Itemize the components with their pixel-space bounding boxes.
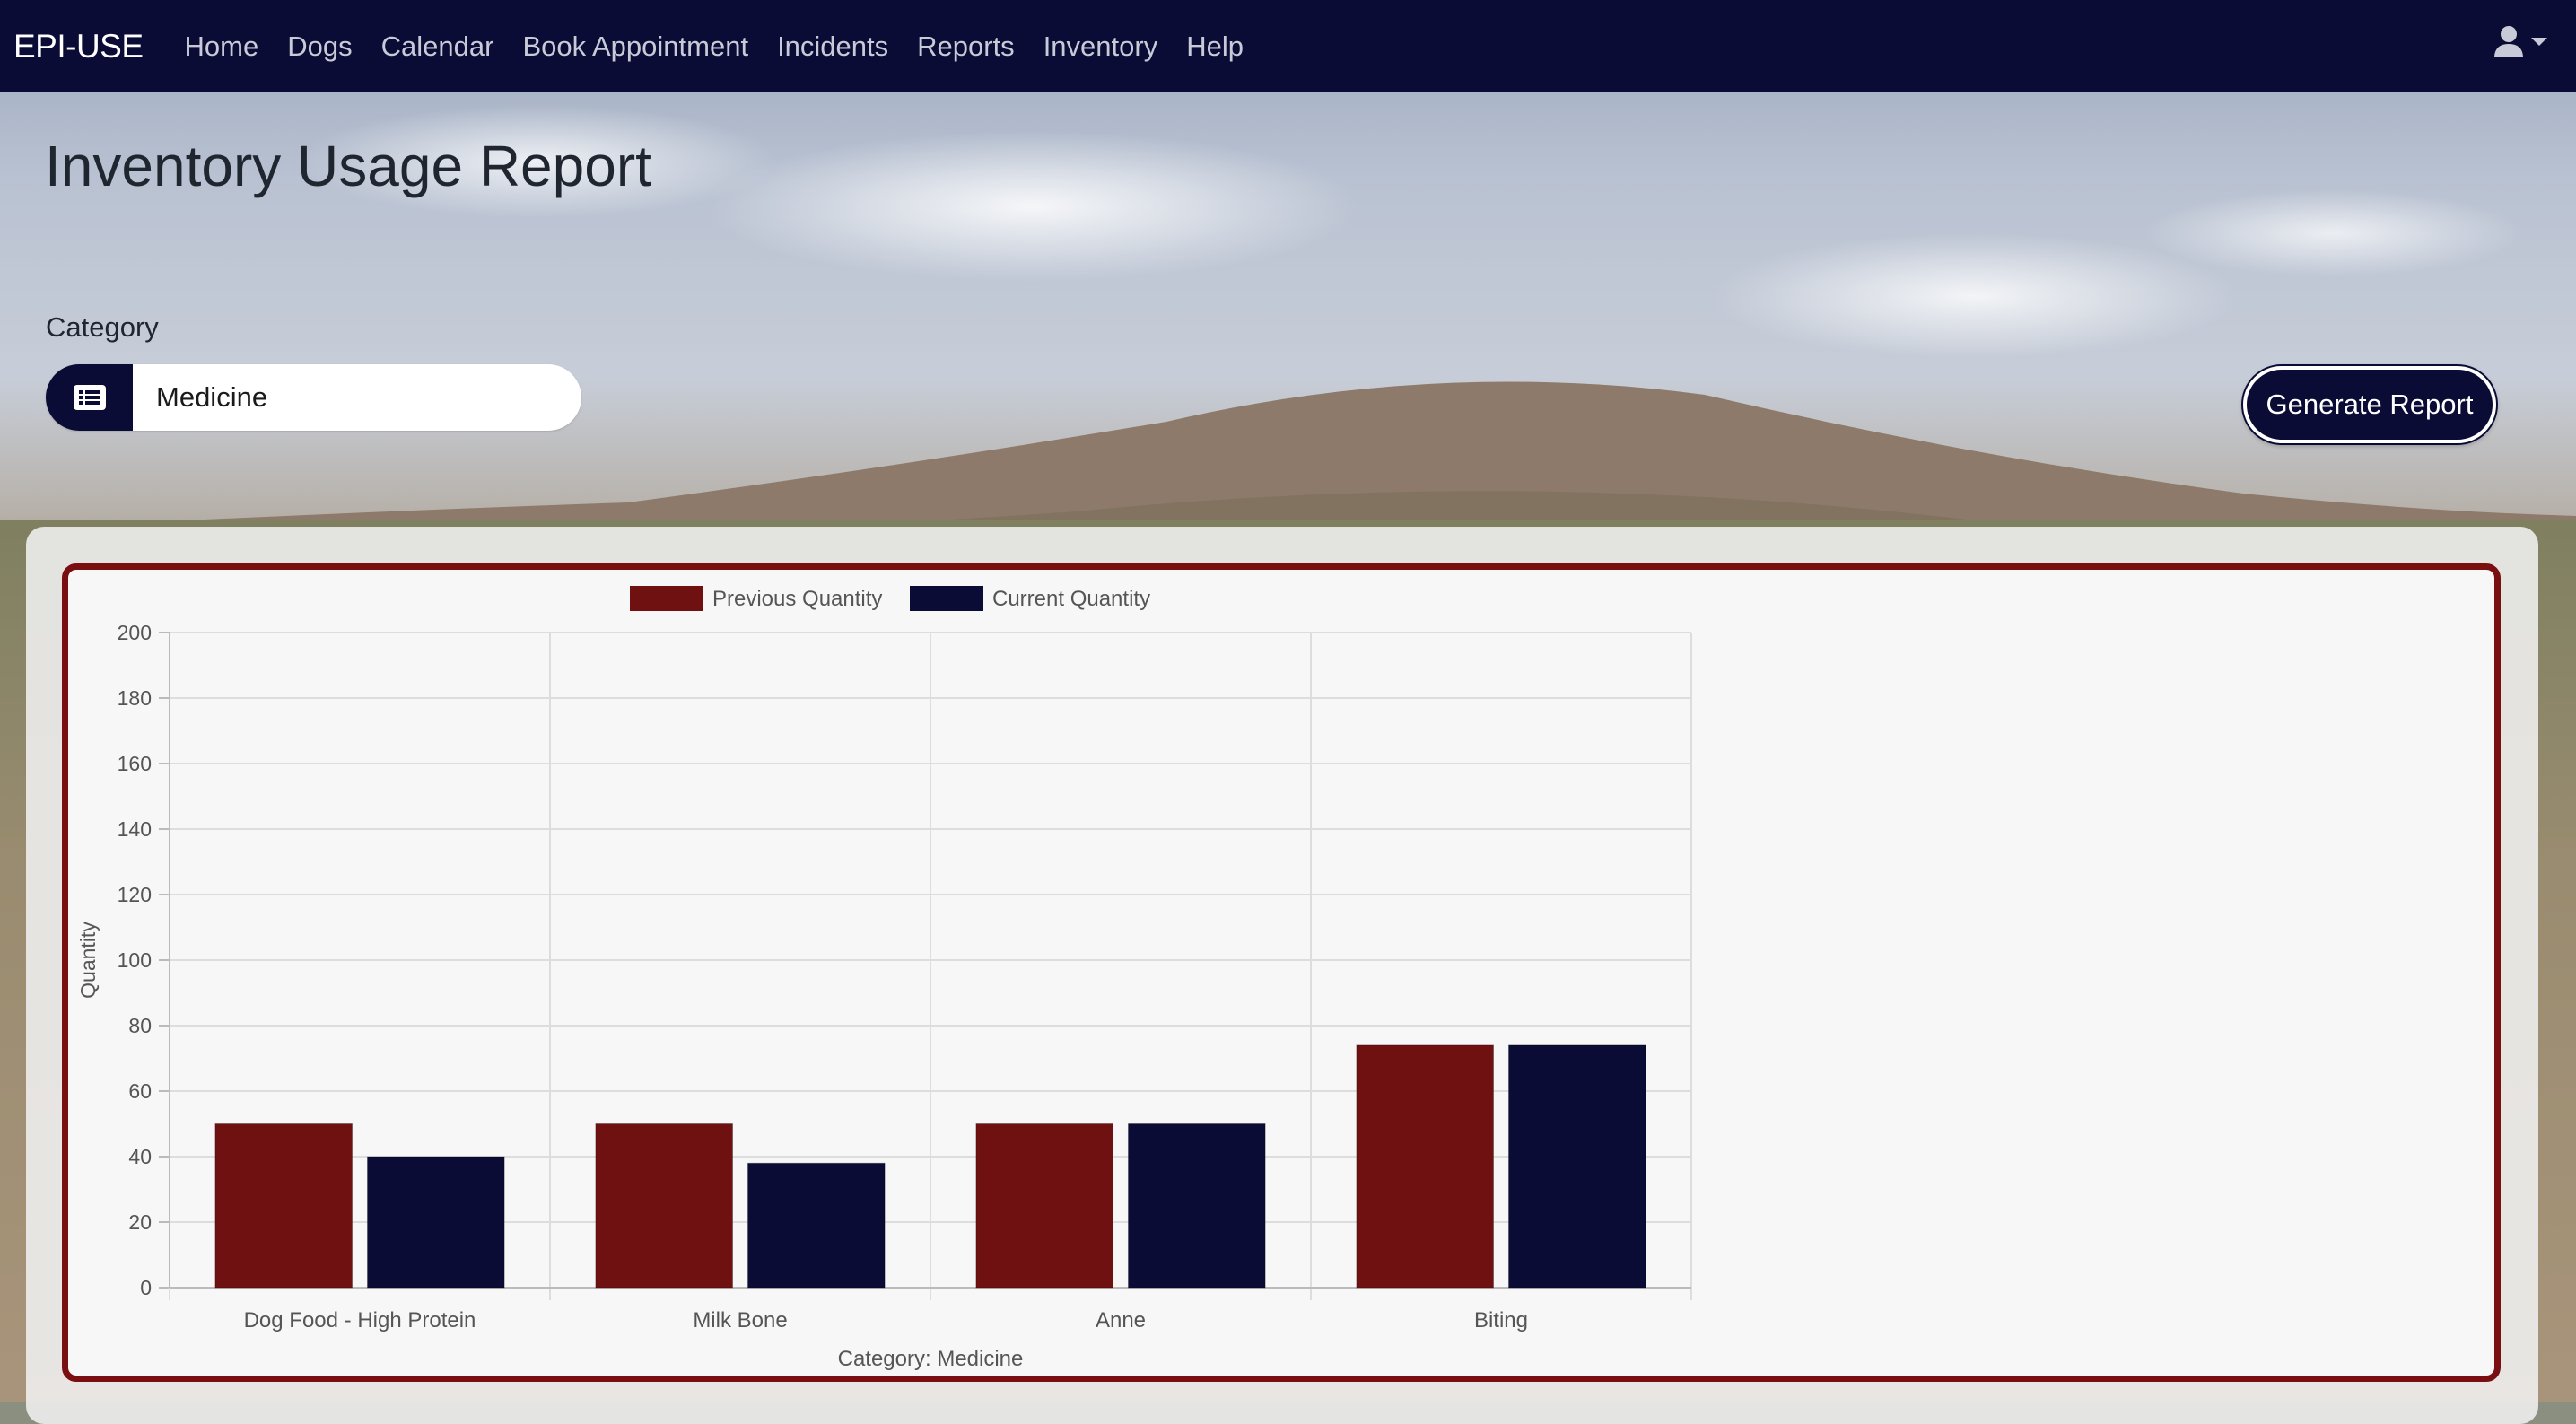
generate-report-button[interactable]: Generate Report <box>2243 366 2496 443</box>
x-tick-label: Dog Food - High Protein <box>244 1308 476 1332</box>
bar-previous <box>214 1123 354 1289</box>
bar-current <box>1127 1123 1266 1289</box>
y-tick-label: 0 <box>140 1276 152 1299</box>
y-tick-label: 180 <box>118 686 152 710</box>
bar-current <box>1507 1044 1646 1289</box>
x-axis-title: Category: Medicine <box>838 1347 1024 1371</box>
user-menu-dropdown[interactable] <box>2493 25 2549 57</box>
chart-container: 0 20 40 60 80 100 120 140 160 180 200 Dog Food - Hi… <box>62 563 2501 1382</box>
caret-down-icon <box>2531 38 2547 46</box>
top-navbar: EPI-USE Home Dogs Calendar Book Appointm… <box>0 0 2576 92</box>
bar-previous <box>1356 1044 1495 1289</box>
legend-label: Current Quantity <box>992 587 1150 611</box>
legend-swatch <box>630 586 703 611</box>
nav-link-dogs[interactable]: Dogs <box>287 30 353 62</box>
brand-logo[interactable]: EPI-USE <box>13 27 144 65</box>
usage-bar-chart: 0 20 40 60 80 100 120 140 160 180 200 Dog Food - Hi… <box>76 586 1692 1371</box>
x-tick-label: Biting <box>1474 1308 1528 1332</box>
category-input[interactable] <box>133 364 581 431</box>
category-label: Category <box>46 311 159 343</box>
y-tick-label: 140 <box>118 817 152 841</box>
list-icon <box>46 364 133 431</box>
y-axis-title: Quantity <box>76 922 100 999</box>
y-tick-label: 80 <box>128 1014 152 1037</box>
nav-link-incidents[interactable]: Incidents <box>777 30 889 62</box>
bar-current <box>747 1162 886 1289</box>
page-title: Inventory Usage Report <box>45 134 651 198</box>
x-tick-label: Anne <box>1096 1308 1146 1332</box>
x-tick-label: Milk Bone <box>693 1308 787 1332</box>
bar-current <box>366 1156 505 1289</box>
y-tick-label: 120 <box>118 883 152 906</box>
nav-link-calendar[interactable]: Calendar <box>380 30 494 62</box>
y-tick-label: 20 <box>128 1210 152 1234</box>
y-tick-label: 200 <box>118 621 152 644</box>
nav-link-book-appointment[interactable]: Book Appointment <box>522 30 749 62</box>
y-tick-label: 40 <box>128 1145 152 1168</box>
nav-link-inventory[interactable]: Inventory <box>1043 30 1158 62</box>
nav-link-help[interactable]: Help <box>1186 30 1244 62</box>
y-tick-label: 60 <box>128 1079 152 1103</box>
nav-link-home[interactable]: Home <box>184 30 259 62</box>
legend-swatch <box>910 586 983 611</box>
category-select-group <box>46 364 581 431</box>
y-tick-label: 160 <box>118 752 152 775</box>
user-icon <box>2494 26 2523 57</box>
bar-previous <box>975 1123 1114 1289</box>
bar-previous <box>595 1123 734 1289</box>
legend-label: Previous Quantity <box>712 587 882 611</box>
nav-link-reports[interactable]: Reports <box>917 30 1015 62</box>
y-tick-label: 100 <box>118 948 152 972</box>
